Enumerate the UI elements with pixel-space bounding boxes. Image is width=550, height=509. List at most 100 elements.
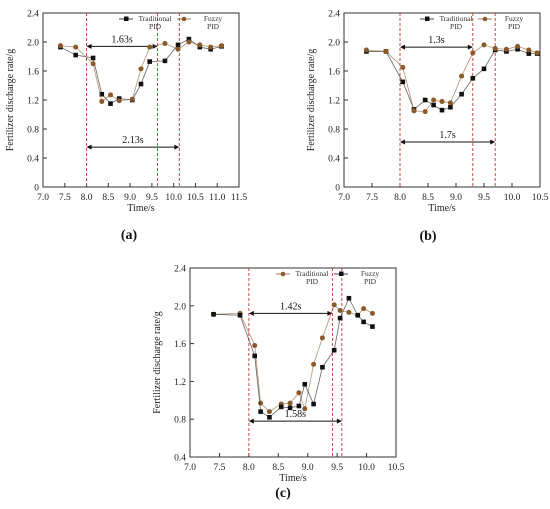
x-tick-label: 9.0 <box>124 193 136 203</box>
y-axis-label: Fertilizer discharge rate/g <box>5 49 16 152</box>
data-point <box>252 353 258 359</box>
data-point <box>320 364 325 370</box>
chart-panel-3: 7.0 7.5 8.0 8.5 9.0 9.5 10.0 10.5 0.4 0.8 1.2 1.6 2.… <box>152 265 405 502</box>
duration-label: 1.7s <box>439 130 456 141</box>
data-point <box>219 43 225 49</box>
arrow-head-right <box>152 43 158 49</box>
data-point <box>369 310 375 316</box>
legend-label: PID <box>450 22 463 31</box>
x-tick-label: 7.5 <box>59 193 71 203</box>
series-line <box>60 41 222 103</box>
y-tick-label: 1.6 <box>328 68 340 78</box>
data-point <box>361 306 367 312</box>
legend-label: PID <box>306 277 319 286</box>
data-point <box>252 342 258 348</box>
data-point <box>337 315 343 321</box>
arrow-head-right <box>174 144 180 150</box>
data-point <box>175 46 181 52</box>
legend-label: Fuzzy <box>505 14 524 23</box>
x-tick-label: 8.5 <box>422 193 434 203</box>
y-tick-label: 0.4 <box>328 155 340 165</box>
y-tick-label: 2.4 <box>174 265 186 275</box>
data-point <box>311 401 316 407</box>
x-tick-label: 11.0 <box>209 193 226 203</box>
data-point <box>90 55 96 61</box>
legend-label: PID <box>508 22 521 31</box>
data-point <box>147 44 153 50</box>
data-point <box>287 400 293 406</box>
data-point <box>296 403 302 409</box>
y-tick-label: 0.8 <box>174 416 186 426</box>
data-point <box>175 42 181 48</box>
series-line <box>60 38 222 105</box>
data-point <box>266 409 272 415</box>
data-point <box>302 406 308 412</box>
legend-marker <box>280 271 286 277</box>
plot-frame <box>189 267 397 458</box>
x-tick-label: 9.0 <box>450 193 462 203</box>
data-point <box>503 46 509 52</box>
duration-label: 1.63s <box>111 34 133 45</box>
duration-label: 1.3s <box>428 35 445 46</box>
x-tick-label: 7.5 <box>366 193 378 203</box>
x-tick-label: 7.0 <box>37 193 49 203</box>
y-tick-label: 2.0 <box>328 39 340 49</box>
data-point <box>116 98 122 104</box>
y-tick-label: 2.0 <box>27 39 39 49</box>
data-point <box>211 312 216 317</box>
data-point <box>363 47 369 53</box>
legend-marker <box>124 16 129 21</box>
legend-label: PID <box>364 277 377 286</box>
data-point <box>526 51 532 56</box>
arrow-head-right <box>490 139 496 145</box>
data-point <box>422 109 428 115</box>
data-point <box>237 312 243 318</box>
panel-label: (b) <box>419 229 436 244</box>
x-tick-label: 8.5 <box>272 463 284 473</box>
data-point <box>439 98 445 104</box>
data-point <box>311 361 317 367</box>
plot-frame <box>42 12 240 188</box>
data-point <box>361 319 366 325</box>
arrow-head-right <box>336 418 342 424</box>
arrow-head-left <box>400 44 405 50</box>
data-point <box>99 91 105 97</box>
data-point <box>138 81 144 87</box>
data-point <box>129 96 135 102</box>
data-point <box>383 48 389 54</box>
x-tick-label: 7.5 <box>213 463 225 473</box>
y-axis-label: Fertilizer discharge rate/g <box>306 49 317 152</box>
x-tick-label: 7.0 <box>184 463 196 473</box>
data-point <box>470 75 476 81</box>
data-point <box>439 107 445 113</box>
series-line <box>366 44 538 113</box>
arrow-head-left <box>86 144 92 150</box>
legend-label: Fuzzy <box>204 14 223 23</box>
y-tick-label: 2.4 <box>27 10 39 20</box>
duration-label: 1.58s <box>285 409 307 420</box>
x-tick-label: 10.0 <box>358 463 375 473</box>
arrow-head-left <box>86 43 92 49</box>
data-point <box>534 50 540 56</box>
data-point <box>400 79 406 85</box>
data-point <box>526 47 532 53</box>
data-point <box>515 46 520 52</box>
panel-label: (a) <box>121 228 138 243</box>
legend-marker <box>425 16 430 21</box>
y-tick-label: 0.4 <box>174 454 186 464</box>
data-point <box>147 59 153 64</box>
x-tick-label: 9.5 <box>478 193 490 203</box>
data-point <box>370 324 375 329</box>
data-point <box>267 415 272 420</box>
data-point <box>296 390 302 396</box>
data-point <box>400 64 406 70</box>
data-point <box>302 381 308 387</box>
legend-label: Traditional <box>295 269 328 278</box>
arrow-head-right <box>467 44 473 50</box>
series-line <box>213 304 373 413</box>
chart-panel-1: 7.0 7.5 8.0 8.5 9.0 9.5 10.0 10.5 11.0 11.5 0 0.4 0.… <box>5 10 247 244</box>
data-point <box>492 46 498 52</box>
